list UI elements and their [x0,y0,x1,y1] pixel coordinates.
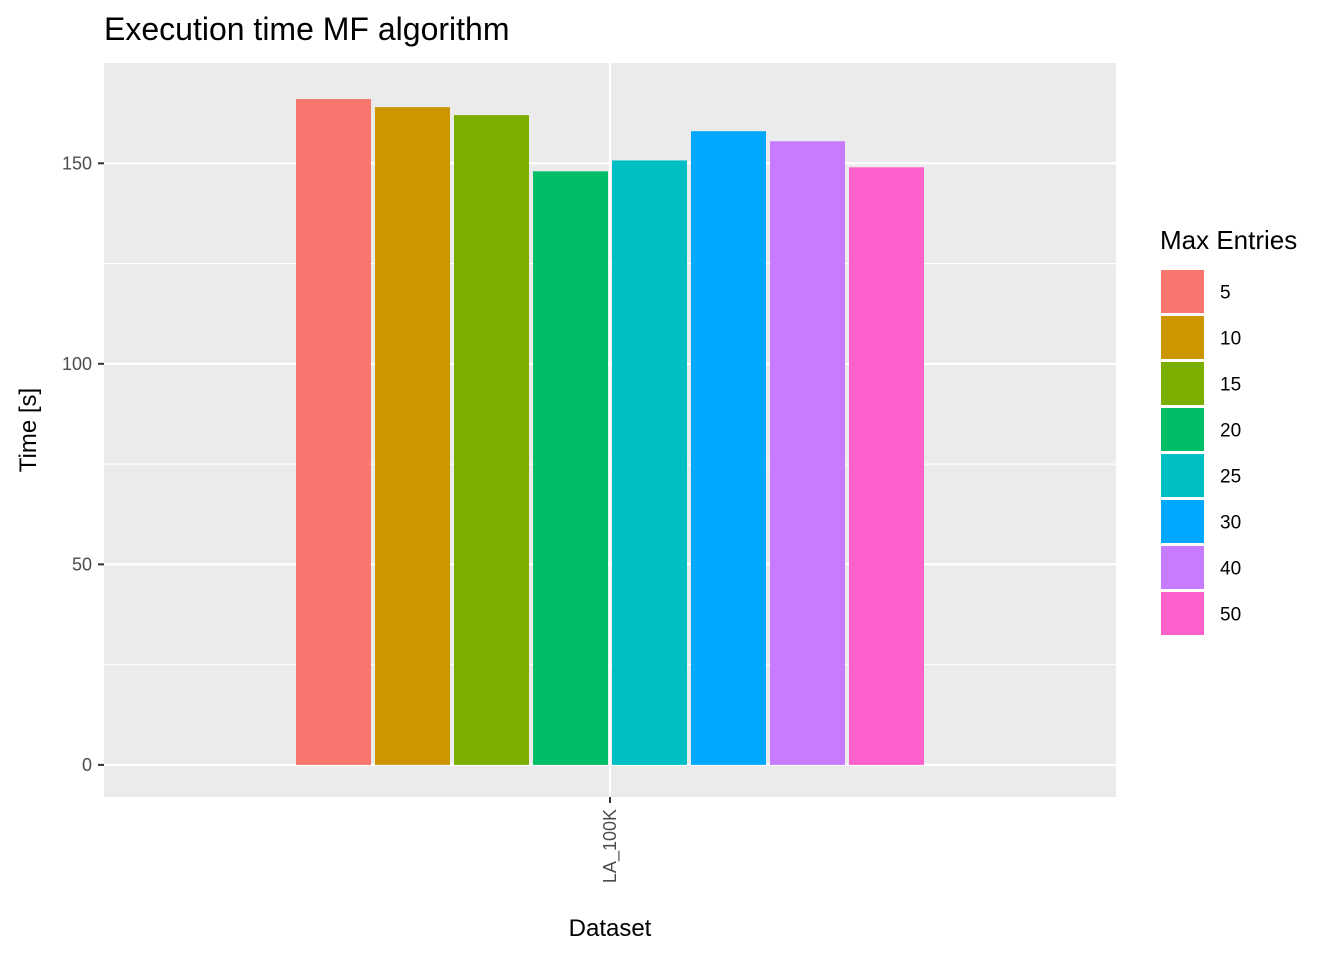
bar-15 [454,115,529,765]
x-axis-title: Dataset [569,915,652,942]
legend-key-50 [1161,592,1204,635]
y-axis-title: Time [s] [15,388,42,472]
legend-label-25: 25 [1220,467,1241,488]
bar-5 [296,99,371,765]
legend-label-15: 15 [1220,375,1241,396]
x-axis: LA_100K [600,797,621,883]
bar-40 [770,141,845,765]
y-tick-label: 100 [62,354,92,374]
y-tick-label: 50 [72,554,92,574]
legend-key-25 [1161,454,1204,497]
bar-30 [691,131,766,765]
bar-20 [533,171,608,765]
legend-label-5: 5 [1220,283,1231,304]
legend-key-20 [1161,408,1204,451]
bars [296,99,924,765]
legend-label-50: 50 [1220,605,1241,626]
major-gridlines [104,63,1116,797]
y-axis: 0 50 100 150 [62,153,104,775]
legend-label-10: 10 [1220,329,1241,350]
y-tick-label: 150 [62,153,92,173]
bar-10 [375,107,450,765]
legend-key-40 [1161,546,1204,589]
x-tick-label: LA_100K [600,809,621,883]
bar-25 [612,160,687,765]
legend-key-15 [1161,362,1204,405]
bar-50 [849,167,924,765]
legend: Max Entries 5 10 15 20 25 30 40 50 [1160,225,1297,635]
legend-label-40: 40 [1220,559,1241,580]
legend-key-30 [1161,500,1204,543]
legend-label-30: 30 [1220,513,1241,534]
legend-title: Max Entries [1160,225,1297,255]
legend-key-10 [1161,316,1204,359]
legend-label-20: 20 [1220,421,1241,442]
y-tick-label: 0 [82,755,92,775]
legend-key-5 [1161,270,1204,313]
chart-title: Execution time MF algorithm [104,11,509,47]
